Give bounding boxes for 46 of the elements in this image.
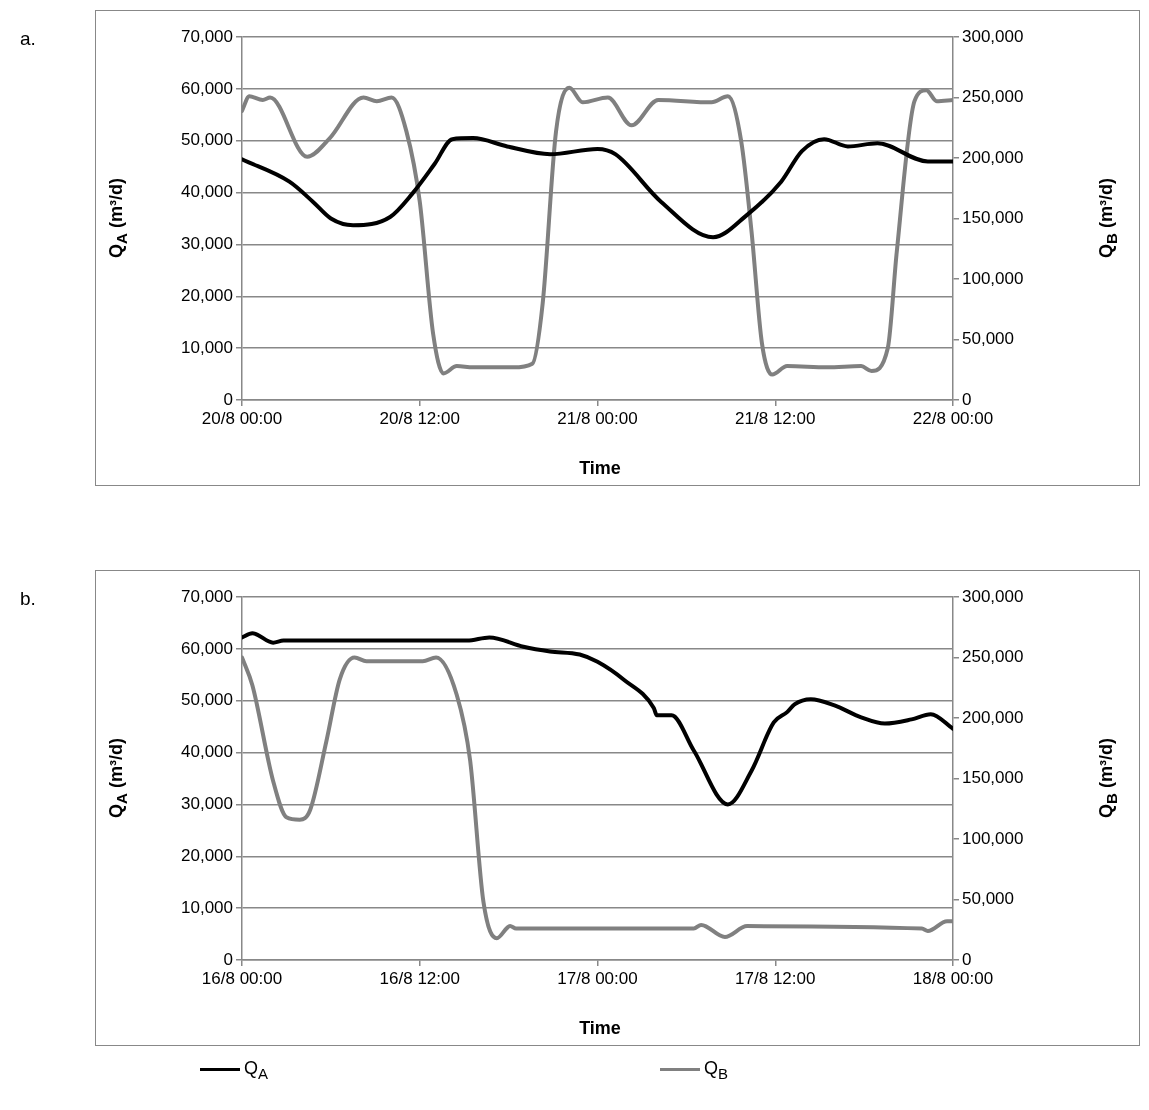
y-tick-label: 0 <box>223 949 233 969</box>
y2-tick-label: 200,000 <box>962 147 1024 167</box>
y-tick-label: 30,000 <box>181 234 233 254</box>
x-tick-label: 21/8 12:00 <box>735 408 816 428</box>
y2-tick-label: 150,000 <box>962 768 1024 788</box>
y-tick-label: 10,000 <box>181 897 233 917</box>
x-tick-label: 20/8 12:00 <box>379 408 460 428</box>
y-tick-label: 70,000 <box>181 26 233 46</box>
x-tick-label: 21/8 00:00 <box>557 408 638 428</box>
x-tick-label: 20/8 00:00 <box>201 408 283 428</box>
y-tick-label: 60,000 <box>181 78 233 98</box>
y2-tick-label: 250,000 <box>962 87 1024 107</box>
y-tick-label: 20,000 <box>181 285 233 305</box>
x-tick-label: 18/8 00:00 <box>912 968 994 988</box>
y-tick-label: 70,000 <box>181 586 233 606</box>
y2-tick-label: 300,000 <box>962 586 1024 606</box>
x-tick-label: 17/8 00:00 <box>557 968 638 988</box>
y-tick-label: 40,000 <box>181 182 233 202</box>
x-tick-label: 16/8 12:00 <box>379 968 460 988</box>
y2-tick-label: 0 <box>962 949 972 969</box>
y2-tick-label: 100,000 <box>962 828 1024 848</box>
y-tick-label: 30,000 <box>181 794 233 814</box>
text: a. <box>20 28 36 50</box>
x-tick-label: 17/8 12:00 <box>735 968 816 988</box>
x-tick-label: 16/8 00:00 <box>201 968 283 988</box>
legend-label: Q$_{B}$ <box>704 1058 729 1082</box>
y-tick-label: 40,000 <box>181 742 233 762</box>
text: b. <box>20 588 36 610</box>
y2-tick-label: 150,000 <box>962 208 1024 228</box>
x-axis-title: Time <box>579 458 621 479</box>
y-tick-label: 50,000 <box>181 690 233 710</box>
x-tick-label: 22/8 00:00 <box>912 408 994 428</box>
y2-tick-label: 200,000 <box>962 707 1024 727</box>
x-axis-title: Time <box>579 1018 621 1039</box>
y-tick-label: 50,000 <box>181 130 233 150</box>
y-tick-label: 20,000 <box>181 845 233 865</box>
y2-tick-label: 300,000 <box>962 26 1024 46</box>
y-tick-label: 0 <box>223 389 233 409</box>
y2-tick-label: 50,000 <box>962 329 1014 349</box>
y-tick-label: 10,000 <box>181 337 233 357</box>
y-tick-label: 60,000 <box>181 638 233 658</box>
legend-label: Q$_{A}$ <box>244 1058 269 1082</box>
y2-tick-label: 50,000 <box>962 889 1014 909</box>
y2-tick-label: 0 <box>962 389 972 409</box>
y2-tick-label: 250,000 <box>962 647 1024 667</box>
y2-tick-label: 100,000 <box>962 268 1024 288</box>
